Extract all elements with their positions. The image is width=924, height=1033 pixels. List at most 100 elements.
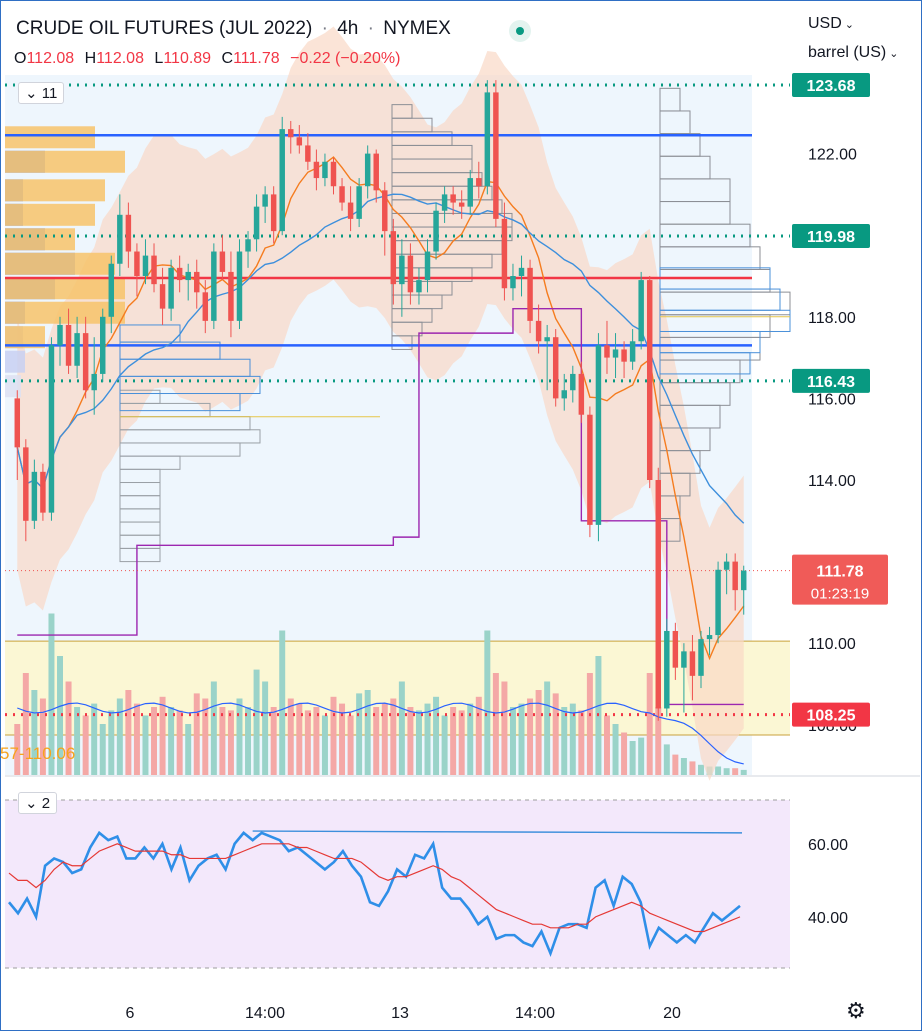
- high-value: 112.08: [96, 50, 144, 67]
- candle-body: [706, 635, 713, 640]
- indicators-toggle-main[interactable]: ⌄ 11: [18, 82, 65, 104]
- candle-body: [211, 251, 217, 321]
- unit-menu[interactable]: barrel (US) ⌄: [808, 44, 898, 62]
- volume-bar: [407, 707, 414, 775]
- volume-bar: [74, 707, 81, 775]
- candle-body: [330, 161, 337, 187]
- open-key: O: [14, 50, 27, 67]
- candle-body: [228, 271, 234, 321]
- volume-bar: [304, 710, 311, 775]
- volume-bar: [646, 673, 653, 775]
- volume-profile-bar: [5, 301, 125, 324]
- candle-body: [587, 414, 593, 525]
- volume-profile-bar: [5, 150, 125, 173]
- volume-bar: [441, 715, 448, 775]
- y-tick-label: 122.00: [808, 147, 857, 164]
- x-tick-label: 14:00: [245, 1005, 285, 1022]
- candle-body: [467, 178, 473, 207]
- change-value: −0.22 (−0.20%): [290, 50, 401, 67]
- session-profile-row: [119, 393, 241, 412]
- currency-menu[interactable]: USD ⌄: [808, 15, 854, 33]
- rsi-trendline: [252, 830, 743, 834]
- volume-profile-bar: [5, 203, 95, 226]
- volume-bar: [279, 630, 286, 775]
- candle-body: [689, 651, 696, 676]
- x-tick-label: 14:00: [515, 1005, 555, 1022]
- volume-bar: [698, 764, 704, 775]
- volume-profile-bar: [5, 375, 21, 398]
- volume-bar: [732, 768, 739, 775]
- volume-bar: [125, 690, 132, 775]
- volume-profile-bar: [5, 228, 75, 251]
- level-price-text: 119.98: [807, 229, 855, 246]
- candle-body: [364, 153, 371, 187]
- gear-icon[interactable]: ⚙: [846, 998, 866, 1023]
- envelope-band: [17, 26, 744, 781]
- candle-body: [570, 373, 576, 391]
- symbol-header[interactable]: CRUDE OIL FUTURES (JUL 2022) · 4h · NYME…: [16, 18, 451, 39]
- volume-bar: [133, 703, 140, 775]
- candle-body: [185, 271, 191, 281]
- candle-body: [134, 251, 140, 276]
- symbol-name[interactable]: CRUDE OIL FUTURES (JUL 2022): [16, 18, 313, 39]
- candle-body: [382, 190, 388, 232]
- level-price-text: 123.68: [807, 78, 856, 95]
- session-profile-row: [119, 547, 161, 563]
- volume-bar: [236, 698, 243, 775]
- candle-body: [356, 186, 362, 219]
- level-price-text: 116.43: [807, 374, 855, 391]
- low-value: 110.89: [163, 50, 212, 67]
- candle-body: [151, 255, 157, 285]
- volume-bar: [527, 698, 534, 775]
- volume-bar: [415, 710, 422, 775]
- candle-body: [168, 267, 174, 309]
- candle-body: [518, 267, 525, 276]
- volume-bar: [65, 681, 72, 775]
- candle-body: [484, 92, 491, 187]
- volume-bar: [339, 703, 346, 775]
- interval-label[interactable]: 4h: [337, 18, 359, 39]
- volume-bar: [210, 681, 217, 775]
- volume-bar: [313, 707, 320, 775]
- candle-body: [527, 267, 533, 321]
- candle-body: [399, 255, 405, 285]
- volume-bar: [569, 703, 576, 775]
- volume-bar: [561, 707, 568, 775]
- currency-label: USD: [808, 15, 842, 32]
- candle-body: [604, 345, 610, 358]
- level-price-badge: [792, 368, 870, 393]
- candle-body: [552, 337, 559, 399]
- volume-bar: [185, 724, 192, 775]
- candle-body: [23, 447, 29, 521]
- market-status-icon[interactable]: [509, 20, 531, 42]
- rsi-band: [5, 800, 790, 968]
- candle-body: [48, 345, 55, 513]
- volume-bar: [193, 693, 200, 775]
- candle-body: [296, 137, 303, 146]
- session-profile-row: [391, 335, 413, 350]
- candle-body: [450, 194, 456, 203]
- candle-body: [681, 651, 687, 668]
- candle-body: [433, 210, 439, 252]
- volume-bar: [552, 693, 559, 775]
- volume-bar: [347, 715, 354, 775]
- candle-body: [117, 214, 123, 264]
- volume-bar: [509, 707, 516, 775]
- volume-bar: [621, 732, 628, 775]
- x-tick-label: 13: [391, 1005, 409, 1022]
- candle-body: [262, 194, 268, 207]
- volume-bar: [91, 703, 98, 775]
- candle-body: [194, 271, 200, 293]
- volume-bar: [99, 724, 106, 775]
- volume-bar: [467, 703, 474, 775]
- candle-body: [245, 239, 251, 252]
- volume-bar: [715, 766, 722, 775]
- volume-bar: [629, 741, 636, 775]
- candle-body: [219, 251, 226, 272]
- volume-bar: [168, 707, 175, 775]
- candle-body: [715, 569, 721, 636]
- volume-bar: [330, 696, 337, 775]
- indicators-toggle-pane[interactable]: ⌄ 2: [18, 792, 58, 814]
- candle-body: [40, 471, 46, 513]
